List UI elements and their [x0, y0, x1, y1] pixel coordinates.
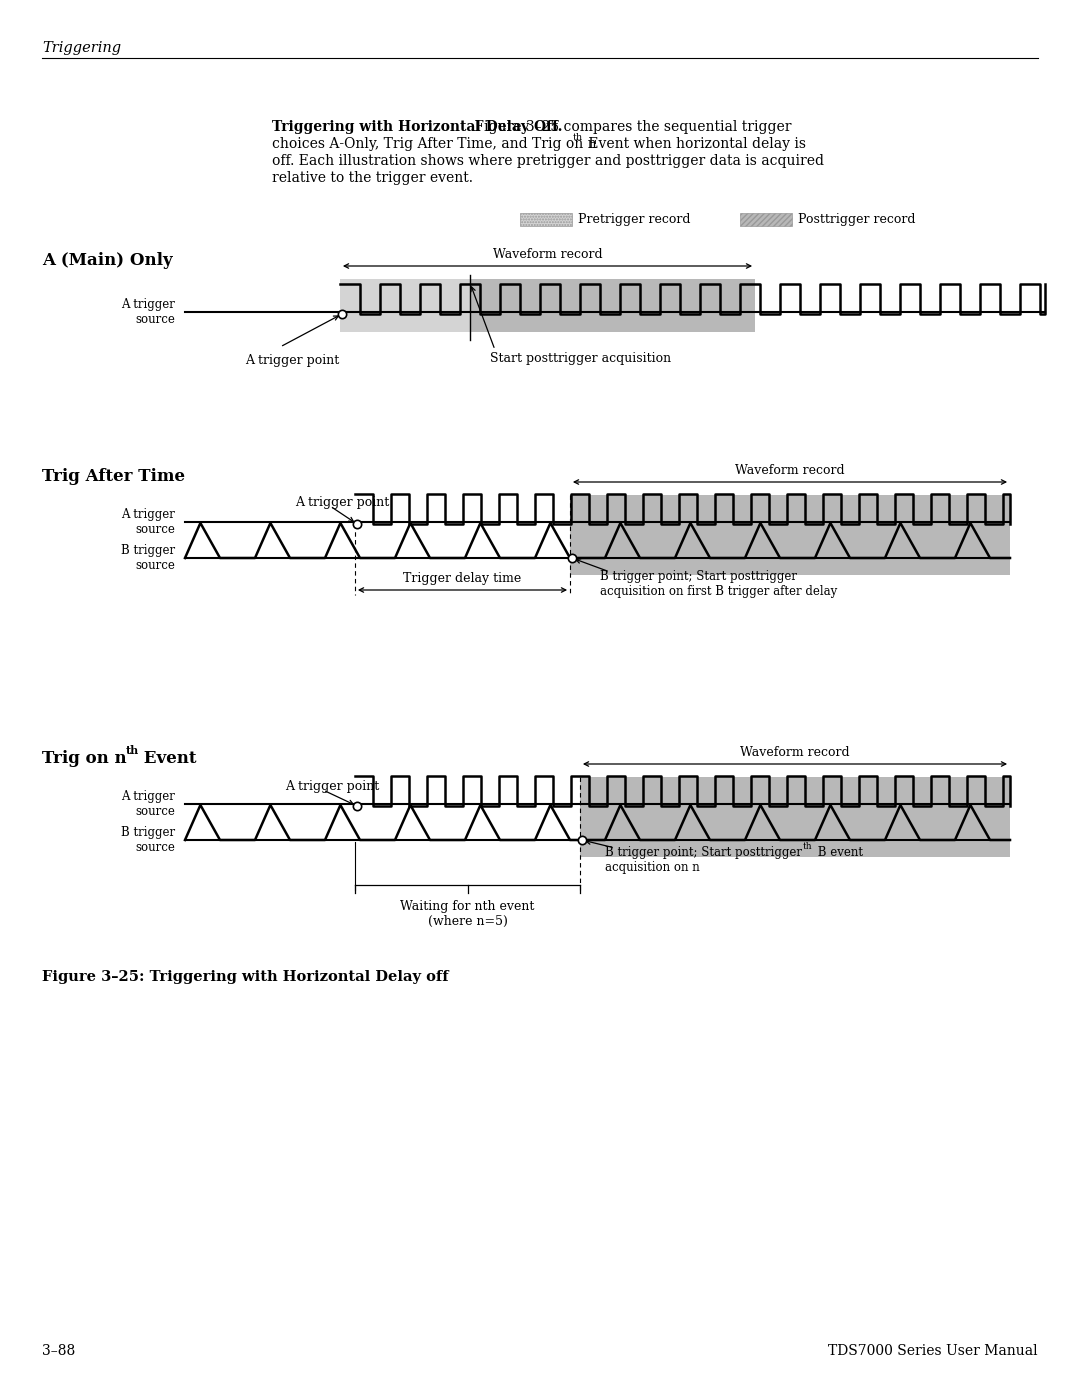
Text: Event: Event — [138, 750, 197, 767]
Text: Start posttrigger acquisition: Start posttrigger acquisition — [490, 352, 671, 365]
Text: 3–88: 3–88 — [42, 1344, 76, 1358]
Text: th: th — [804, 842, 812, 851]
Text: B event: B event — [814, 847, 863, 859]
Text: Waveform record: Waveform record — [492, 249, 603, 261]
Text: Triggering: Triggering — [42, 41, 121, 54]
Text: A trigger point: A trigger point — [285, 780, 379, 793]
Text: Figure 3–25: Triggering with Horizontal Delay off: Figure 3–25: Triggering with Horizontal … — [42, 970, 448, 983]
Text: Waveform record: Waveform record — [735, 464, 845, 476]
Text: Trig After Time: Trig After Time — [42, 468, 185, 485]
Text: B trigger point; Start posttrigger
acquisition on first B trigger after delay: B trigger point; Start posttrigger acqui… — [600, 570, 837, 598]
Text: A trigger point: A trigger point — [295, 496, 389, 509]
Bar — [580, 777, 1010, 856]
Text: th: th — [573, 133, 583, 142]
Bar — [519, 212, 572, 226]
Text: A trigger
source: A trigger source — [121, 298, 175, 326]
Text: choices A-Only, Trig After Time, and Trig on n: choices A-Only, Trig After Time, and Tri… — [272, 137, 596, 151]
Text: Pretrigger record: Pretrigger record — [578, 212, 690, 225]
Text: Triggering with Horizontal Delay Off.: Triggering with Horizontal Delay Off. — [272, 120, 563, 134]
Text: A trigger
source: A trigger source — [121, 509, 175, 536]
Bar — [340, 279, 470, 332]
Text: Trigger delay time: Trigger delay time — [403, 571, 522, 585]
Text: B trigger
source: B trigger source — [121, 543, 175, 571]
Text: B trigger point; Start posttrigger
acquisition on n: B trigger point; Start posttrigger acqui… — [605, 847, 802, 875]
Text: Trig on n: Trig on n — [42, 750, 126, 767]
Text: Posttrigger record: Posttrigger record — [798, 212, 916, 225]
Text: off. Each illustration shows where pretrigger and posttrigger data is acquired: off. Each illustration shows where pretr… — [272, 154, 824, 168]
Text: B trigger
source: B trigger source — [121, 826, 175, 854]
Text: TDS7000 Series User Manual: TDS7000 Series User Manual — [828, 1344, 1038, 1358]
Text: Waveform record: Waveform record — [740, 746, 850, 759]
Text: A trigger point: A trigger point — [245, 353, 339, 367]
Text: relative to the trigger event.: relative to the trigger event. — [272, 170, 473, 184]
Text: Waiting for nth event
(where n=5): Waiting for nth event (where n=5) — [401, 900, 535, 928]
Bar — [570, 495, 1010, 576]
Text: Event when horizontal delay is: Event when horizontal delay is — [584, 137, 806, 151]
Text: Figure 3–25 compares the sequential trigger: Figure 3–25 compares the sequential trig… — [470, 120, 792, 134]
Text: A trigger
source: A trigger source — [121, 789, 175, 819]
Bar — [740, 212, 792, 226]
Text: A (Main) Only: A (Main) Only — [42, 251, 173, 270]
Text: th: th — [126, 745, 139, 756]
Bar — [470, 279, 755, 332]
